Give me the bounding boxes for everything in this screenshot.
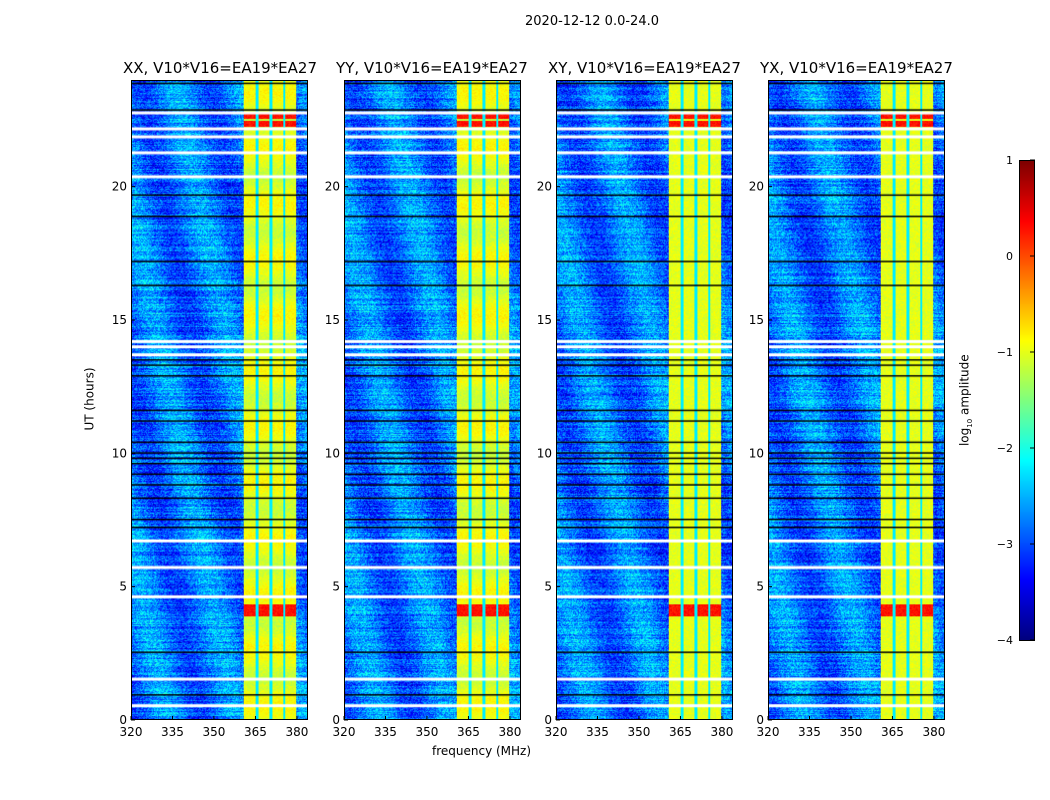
y-tick-label: 10 <box>325 446 340 460</box>
x-tick-label: 335 <box>161 725 184 739</box>
colorbar-tick-label: −2 <box>997 442 1013 455</box>
x-tick-label: 350 <box>840 725 863 739</box>
x-tick-label: 380 <box>922 725 945 739</box>
colorbar <box>1019 160 1035 641</box>
x-tick-label: 335 <box>374 725 397 739</box>
y-tick-label: 20 <box>325 180 340 194</box>
panel-title: XX, V10*V16=EA19*EA27 <box>123 59 318 77</box>
x-axis-label: frequency (MHz) <box>432 744 532 758</box>
y-tick-label: 20 <box>112 180 127 194</box>
x-tick-label: 380 <box>498 725 521 739</box>
x-tick-label: 365 <box>457 725 480 739</box>
y-tick-label: 5 <box>756 580 764 594</box>
colorbar-tick-label: 0 <box>1006 250 1013 263</box>
spectrogram-panel <box>556 80 733 720</box>
y-tick-label: 20 <box>537 180 552 194</box>
x-tick-label: 335 <box>798 725 821 739</box>
x-tick-label: 350 <box>203 725 226 739</box>
y-tick-label: 10 <box>749 446 764 460</box>
panel-title: YY, V10*V16=EA19*EA27 <box>336 59 528 77</box>
y-tick-label: 0 <box>544 713 552 727</box>
x-tick-label: 335 <box>586 725 609 739</box>
x-tick-label: 320 <box>333 725 356 739</box>
y-tick-label: 0 <box>332 713 340 727</box>
panel-title: YX, V10*V16=EA19*EA27 <box>760 59 953 77</box>
y-tick-label: 20 <box>749 180 764 194</box>
panel-title: XY, V10*V16=EA19*EA27 <box>548 59 741 77</box>
spectrogram-panel <box>131 80 308 720</box>
y-tick-label: 10 <box>537 446 552 460</box>
figure-suptitle: 2020-12-12 0.0-24.0 <box>525 14 659 29</box>
y-tick-label: 0 <box>119 713 127 727</box>
x-tick-label: 320 <box>120 725 143 739</box>
y-tick-label: 5 <box>544 580 552 594</box>
y-tick-label: 15 <box>112 313 127 327</box>
colorbar-tick-label: −1 <box>997 346 1013 359</box>
y-tick-label: 15 <box>749 313 764 327</box>
y-tick-label: 0 <box>756 713 764 727</box>
x-tick-label: 350 <box>628 725 651 739</box>
x-tick-label: 350 <box>416 725 439 739</box>
spectrogram-panel <box>768 80 945 720</box>
y-tick-label: 10 <box>112 446 127 460</box>
y-tick-label: 5 <box>332 580 340 594</box>
y-tick-label: 15 <box>537 313 552 327</box>
x-tick-label: 380 <box>285 725 308 739</box>
x-tick-label: 365 <box>881 725 904 739</box>
x-tick-label: 365 <box>244 725 267 739</box>
colorbar-tick-label: 1 <box>1006 154 1013 167</box>
x-tick-label: 380 <box>710 725 733 739</box>
spectrogram-panel <box>344 80 521 720</box>
x-tick-label: 365 <box>669 725 692 739</box>
x-tick-label: 320 <box>757 725 780 739</box>
y-tick-label: 5 <box>119 580 127 594</box>
y-tick-label: 15 <box>325 313 340 327</box>
colorbar-tick-label: −4 <box>997 634 1013 647</box>
colorbar-tick-label: −3 <box>997 538 1013 551</box>
x-tick-label: 320 <box>545 725 568 739</box>
